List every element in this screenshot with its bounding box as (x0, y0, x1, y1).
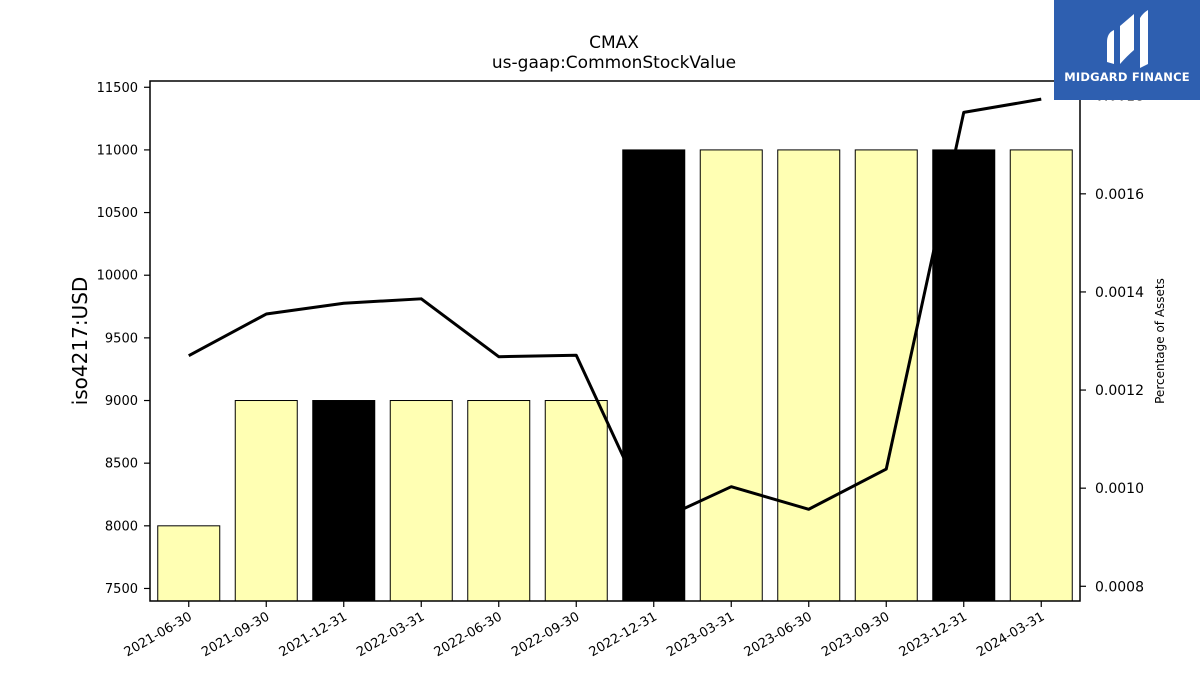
y-axis: 7500 8000 8500 9000 9500 10000 10500 11000 11500 (97, 81, 150, 597)
chart-title: CMAX (589, 33, 639, 53)
y-tick-label: 8500 (105, 457, 138, 472)
bar-2024-03-31 (1009, 149, 1073, 602)
y-tick-label: 8000 (105, 519, 138, 534)
y2-axis-label: Percentage of Assets (1153, 278, 1167, 404)
y2-tick-label: 0.0008 (1095, 579, 1144, 595)
y-tick-label: 10500 (97, 206, 138, 221)
x-tick-label: 2022-03-31 (354, 609, 427, 660)
bar-2022-09-30 (544, 400, 608, 602)
y-axis-label: iso4217:USD (68, 277, 92, 406)
bar-2023-12-31 (932, 149, 996, 602)
chart-subtitle: us-gaap:CommonStockValue (492, 53, 736, 73)
x-tick-label: 2021-12-31 (277, 609, 350, 660)
x-tick-label: 2023-09-30 (819, 609, 892, 660)
y-tick-label: 9000 (105, 394, 138, 409)
midgard-finance-logo: MIDGARD FINANCE (1054, 0, 1200, 100)
y2-tick-label: 0.0014 (1095, 285, 1144, 301)
x-tick-label: 2021-06-30 (122, 609, 195, 660)
x-tick-label: 2023-03-31 (664, 609, 737, 660)
y-tick-label: 10000 (97, 269, 138, 284)
y-tick-label: 7500 (105, 582, 138, 597)
x-tick-label: 2024-03-31 (974, 609, 1047, 660)
bar-2023-06-30 (777, 149, 841, 602)
y2-tick-label: 0.0012 (1095, 383, 1144, 399)
bar-2021-12-31 (312, 400, 376, 602)
line-group (188, 97, 1042, 525)
x-tick-label: 2022-12-31 (587, 609, 660, 660)
bars-group (157, 149, 1073, 602)
x-tick-label: 2021-09-30 (199, 609, 272, 660)
x-tick-label: 2023-12-31 (897, 609, 970, 660)
plot-frame (149, 80, 1081, 602)
bar-2022-03-31 (389, 400, 453, 602)
logo-mark-icon (1107, 10, 1148, 68)
y-tick-label: 9500 (105, 331, 138, 346)
y2-tick-label: 0.0010 (1095, 481, 1144, 497)
x-tick-label: 2022-06-30 (432, 609, 505, 660)
bar-2023-03-31 (699, 149, 763, 602)
y2-tick-label: 0.0016 (1095, 187, 1144, 203)
logo-text: MIDGARD FINANCE (1064, 70, 1190, 84)
y-tick-label: 11000 (97, 143, 138, 158)
bar-2022-06-30 (467, 400, 531, 602)
bar-2022-12-31 (622, 149, 686, 602)
bar-2021-06-30 (157, 525, 221, 602)
bar-2021-09-30 (234, 400, 298, 602)
line-series (188, 97, 1042, 525)
x-axis: 2021-06-30 2021-09-30 2021-12-31 2022-03-31… (122, 601, 1047, 660)
x-tick-label: 2023-06-30 (742, 609, 815, 660)
x-tick-label: 2022-09-30 (509, 609, 582, 660)
y-tick-label: 11500 (97, 81, 138, 96)
